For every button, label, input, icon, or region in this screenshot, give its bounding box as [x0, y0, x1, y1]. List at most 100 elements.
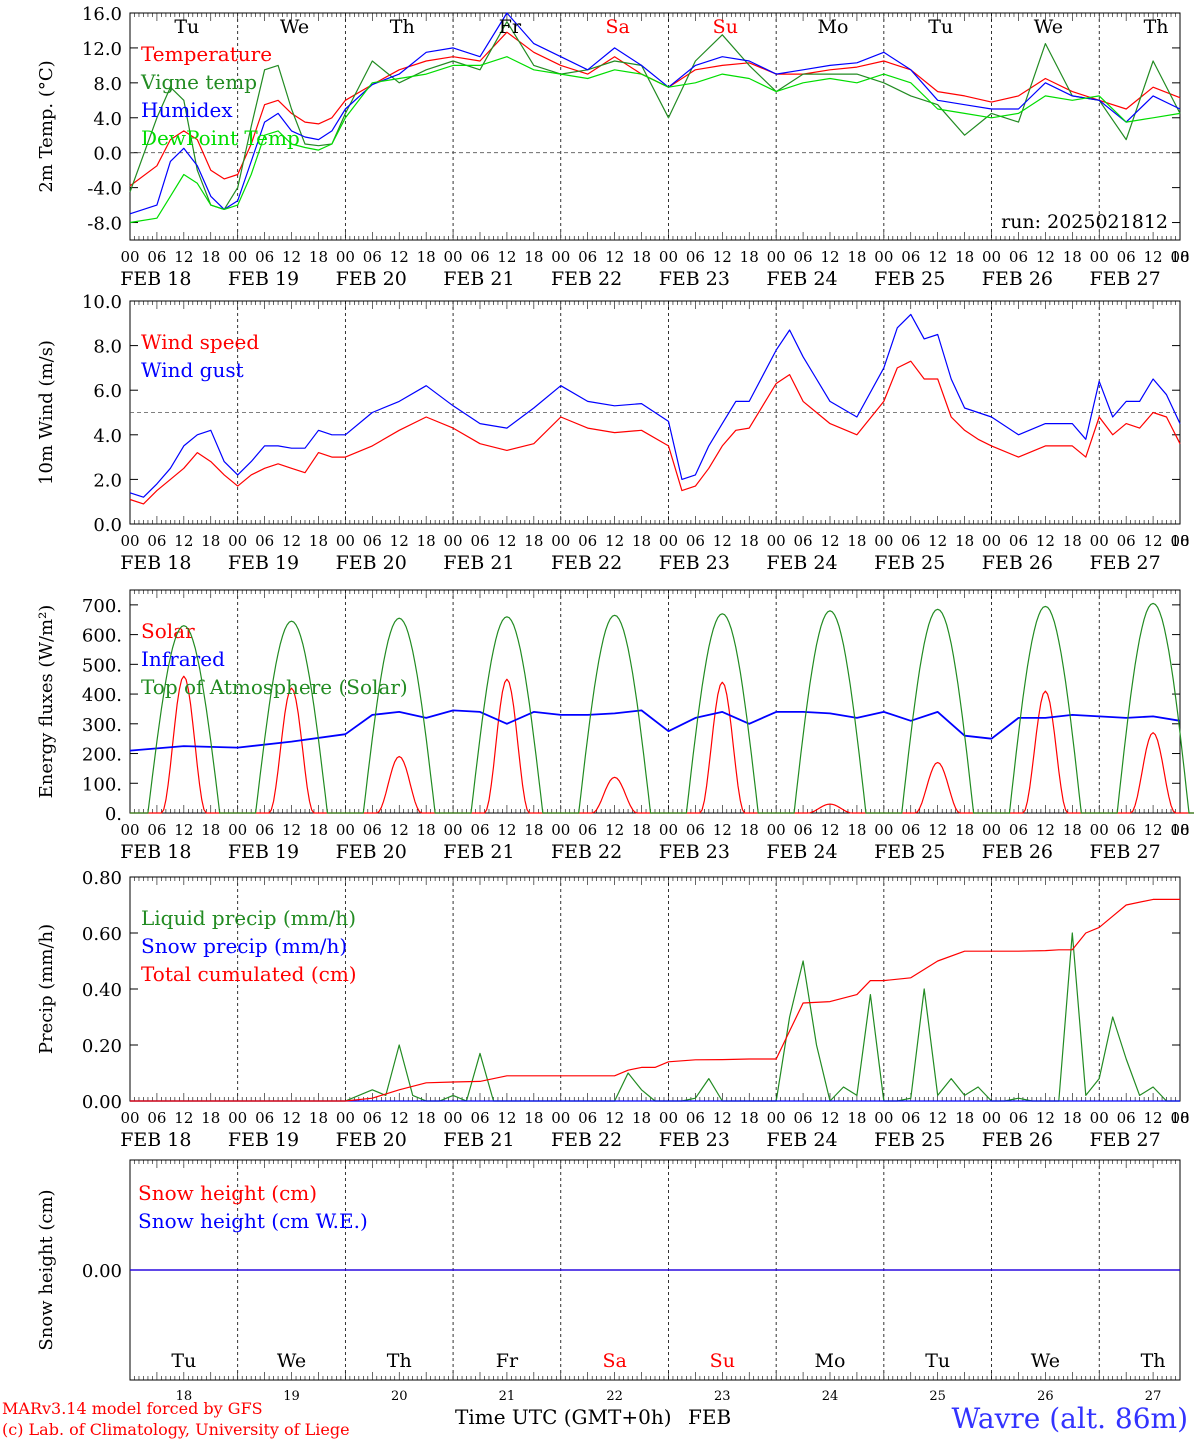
hour-label: 12 — [390, 532, 409, 550]
hour-label: 18 — [1063, 821, 1082, 839]
hour-label: 18 — [309, 1109, 328, 1127]
hour-label: 00 — [336, 248, 355, 266]
y-tick-label: 0. — [105, 804, 122, 825]
series-line-temperature — [129, 31, 1181, 187]
y-tick-label: -8.0 — [87, 214, 122, 235]
date-label: FEB 26 — [982, 268, 1053, 290]
hour-label: 06 — [1117, 821, 1136, 839]
day-name-label: Su — [713, 16, 738, 38]
hour-label: 00 — [982, 532, 1001, 550]
hour-label: 12 — [282, 821, 301, 839]
date-label: FEB 22 — [551, 552, 622, 574]
hour-label: 00 — [659, 248, 678, 266]
date-label: FEB 20 — [336, 841, 407, 863]
hour-label: 12 — [713, 248, 732, 266]
y-axis-label: 10m Wind (m/s) — [36, 340, 57, 485]
date-label: FEB 22 — [551, 268, 622, 290]
hour-label: 06 — [901, 248, 920, 266]
y-tick-label: 4.0 — [93, 109, 122, 130]
hour-label: 00 — [551, 821, 570, 839]
hour-label: 00 — [659, 532, 678, 550]
hour-label: 00 — [1090, 821, 1109, 839]
hour-label: 18 — [1063, 532, 1082, 550]
hour-label: 18 — [417, 532, 436, 550]
hour-label: 18 — [955, 248, 974, 266]
hour-label: 00 — [551, 532, 570, 550]
date-label: FEB 23 — [659, 268, 730, 290]
hour-label: 18 — [740, 532, 759, 550]
series-line-infrared — [129, 709, 1181, 752]
series-line-top-of-atmosphere-solar — [130, 602, 1194, 814]
legend-entry: Vigne temp — [140, 70, 257, 94]
hour-label: 06 — [470, 248, 489, 266]
hour-label: 00 — [767, 532, 786, 550]
hour-label: 06 — [363, 248, 382, 266]
date-label: FEB 18 — [120, 1129, 191, 1151]
y-tick-label: 0.00 — [82, 1261, 122, 1282]
hour-label: 18 — [1170, 821, 1189, 839]
hour-label: 18 — [309, 532, 328, 550]
y-tick-label: 0.00 — [82, 1092, 122, 1113]
date-label: FEB 21 — [443, 552, 514, 574]
hour-label: 12 — [928, 821, 947, 839]
hour-label: 06 — [578, 1109, 597, 1127]
series-line-humidex — [129, 12, 1181, 215]
hour-label: 12 — [928, 532, 947, 550]
hour-label: 00 — [767, 248, 786, 266]
hour-label: 18 — [955, 821, 974, 839]
hour-label: 00 — [982, 1109, 1001, 1127]
day-number-label: 22 — [606, 1389, 623, 1404]
y-tick-label: -4.0 — [87, 179, 122, 200]
legend-entry: Humidex — [141, 98, 233, 122]
hour-label: 12 — [282, 532, 301, 550]
date-label: FEB 22 — [551, 841, 622, 863]
day-name-label: Th — [1141, 1350, 1166, 1372]
hour-label: 00 — [120, 248, 139, 266]
hour-label: 18 — [1170, 248, 1189, 266]
model-label: MARv3.14 model forced by GFS — [2, 1399, 263, 1418]
day-name-label: Tu — [171, 1350, 196, 1372]
hour-label: 00 — [551, 1109, 570, 1127]
legend-entry: Snow precip (mm/h) — [141, 934, 347, 958]
hour-label: 06 — [578, 821, 597, 839]
legend-entry: Wind speed — [141, 330, 259, 354]
day-number-label: 18 — [176, 1389, 193, 1404]
day-name-label: Mo — [815, 1350, 846, 1372]
hour-label: 12 — [1036, 248, 1055, 266]
hour-label: 00 — [659, 821, 678, 839]
date-label: FEB 22 — [551, 1129, 622, 1151]
hour-label: 00 — [874, 1109, 893, 1127]
hour-label: 12 — [713, 1109, 732, 1127]
date-label: FEB 20 — [336, 268, 407, 290]
hour-label: 18 — [201, 532, 220, 550]
x-axis-label: Time UTC (GMT+0h) — [455, 1405, 672, 1429]
hour-label: 18 — [524, 248, 543, 266]
hour-label: 00 — [874, 248, 893, 266]
hour-label: 00 — [444, 821, 463, 839]
day-name-label: Sa — [602, 1350, 626, 1372]
hour-label: 00 — [228, 821, 247, 839]
hour-label: 06 — [363, 532, 382, 550]
hour-label: 18 — [847, 532, 866, 550]
panel-1 — [129, 12, 1181, 241]
y-tick-label: 0.20 — [82, 1036, 122, 1057]
hour-label: 00 — [444, 1109, 463, 1127]
legend-entry: Temperature — [141, 42, 272, 66]
hour-label: 18 — [847, 821, 866, 839]
hour-label: 12 — [1144, 821, 1163, 839]
y-tick-label: 8.0 — [93, 74, 122, 95]
hour-label: 06 — [686, 248, 705, 266]
hour-label: 00 — [228, 248, 247, 266]
hour-label: 12 — [174, 532, 193, 550]
hour-label: 06 — [255, 248, 274, 266]
date-label: FEB 23 — [659, 841, 730, 863]
hour-label: 12 — [282, 248, 301, 266]
legend-entry: DewPoint Temp — [141, 126, 300, 150]
hour-label: 00 — [444, 532, 463, 550]
day-number-label: 27 — [1145, 1389, 1162, 1404]
legend-entry: Snow height (cm) — [138, 1181, 317, 1205]
hour-label: 12 — [605, 821, 624, 839]
hour-label: 00 — [767, 1109, 786, 1127]
hour-label: 12 — [605, 248, 624, 266]
hour-label: 18 — [740, 821, 759, 839]
